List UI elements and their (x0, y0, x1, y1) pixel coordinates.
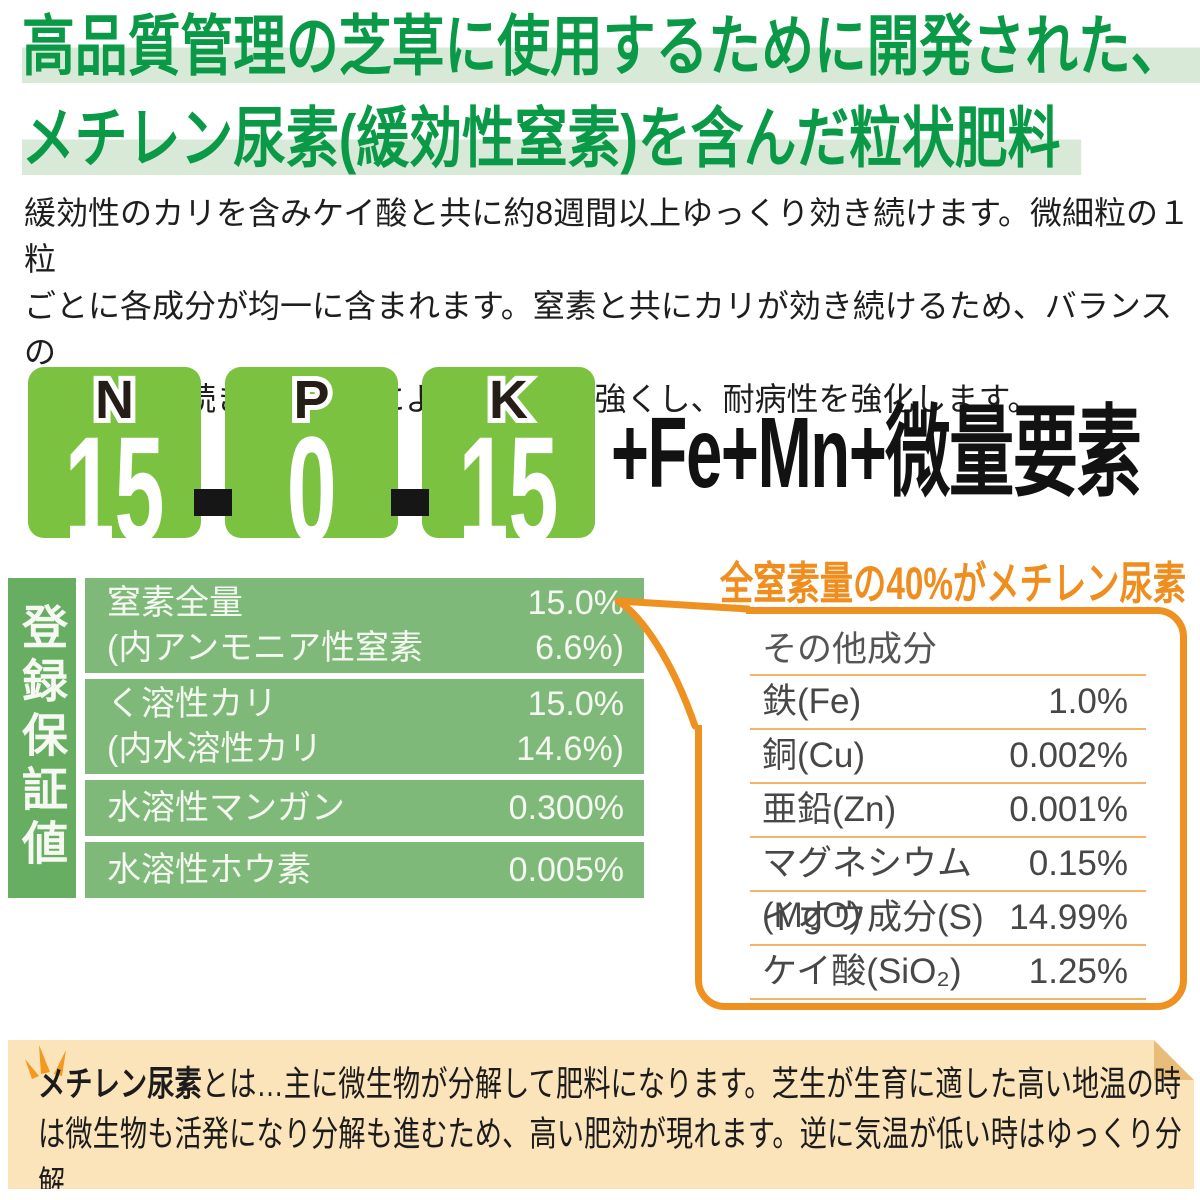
npk-dash (391, 489, 429, 516)
row-value: 15.0% (527, 684, 624, 723)
list-item: イオウ成分(S) 14.99% (750, 892, 1146, 946)
table-row: 窒素全量 15.0% (内アンモニア性窒素 6.6%) (85, 578, 644, 673)
other-components-title: その他成分 (750, 626, 1146, 676)
headline-line-2: メチレン尿素(緩効性窒素)を含んだ粒状肥料 (22, 96, 1082, 180)
npk-value-k: 15 (458, 405, 559, 574)
row-label: 水溶性ホウ素 (107, 851, 311, 889)
npk-trace-elements: +Fe+Mn+微量要素 (611, 397, 1142, 509)
list-item: 鉄(Fe) 1.0% (750, 676, 1146, 730)
npk-letter-k: K (489, 370, 528, 431)
npk-box-p: P 0 (225, 367, 398, 564)
methylene-caption: 全窒素量の40%がメチレン尿素 (719, 558, 1186, 609)
row-value: 0.300% (508, 789, 624, 827)
component-value: 14.99% (1009, 898, 1128, 937)
component-value: 0.001% (1009, 790, 1128, 829)
row-label: (内水溶性カリ (107, 729, 323, 768)
row-label: 水溶性マンガン (107, 789, 345, 827)
list-item: 銅(Cu) 0.002% (750, 730, 1146, 784)
npk-dash (194, 489, 232, 516)
headline-line-1: 高品質管理の芝草に使用するために開発された、 (22, 4, 1200, 88)
row-label: 窒素全量 (107, 583, 243, 622)
component-value: 0.002% (1009, 736, 1128, 775)
headline-line-2-text: メチレン尿素(緩効性窒素)を含んだ粒状肥料 (22, 101, 1082, 175)
sparkle-icon (24, 1045, 70, 1081)
component-label: イオウ成分(S) (762, 898, 984, 937)
guarantee-table: 登録保証値 窒素全量 15.0% (内アンモニア性窒素 6.6%) く溶性カリ … (8, 578, 644, 898)
footer-note: メチレン尿素とは…主に微生物が分解して肥料になります。芝生が生育に適した高い地温… (8, 1040, 1194, 1189)
row-value: 0.005% (508, 851, 624, 889)
row-label: (内アンモニア性窒素 (107, 628, 423, 667)
row-value: 15.0% (527, 583, 624, 622)
table-row: 水溶性マンガン 0.300% (85, 780, 644, 836)
guarantee-rows: 窒素全量 15.0% (内アンモニア性窒素 6.6%) く溶性カリ 15.0% … (85, 578, 644, 898)
headline-line-1-text: 高品質管理の芝草に使用するために開発された、 (22, 9, 1200, 83)
other-components-bubble: その他成分 鉄(Fe) 1.0% 銅(Cu) 0.002% 亜鉛(Zn) 0.0… (695, 607, 1187, 1010)
npk-letter-p: P (293, 370, 329, 431)
component-label: 亜鉛(Zn) (762, 790, 897, 829)
npk-value-n: 15 (64, 405, 165, 574)
row-value: 14.6%) (516, 729, 624, 768)
list-item: 亜鉛(Zn) 0.001% (750, 784, 1146, 838)
npk-box-k: K 15 (422, 367, 595, 564)
npk-panel: N 15 P 0 K 15 +Fe+Mn+微量要素 (28, 367, 1200, 564)
npk-box-n: N 15 (28, 367, 201, 564)
list-item: ケイ酸(SiO₂) 1.25% (750, 946, 1146, 1000)
component-value: 1.25% (1028, 952, 1128, 991)
component-label: 銅(Cu) (762, 736, 866, 775)
footer-body: とは…主に微生物が分解して肥料になります。芝生が生育に適した高い地温の時 は微生… (38, 1065, 1182, 1200)
row-value: 6.6%) (535, 628, 624, 667)
component-value: 1.0% (1048, 682, 1128, 721)
component-label: マグネシウム(MgO) (762, 844, 973, 935)
table-row: く溶性カリ 15.0% (内水溶性カリ 14.6%) (85, 679, 644, 774)
component-label: 鉄(Fe) (762, 682, 862, 721)
row-label: く溶性カリ (107, 684, 277, 723)
guarantee-side-label: 登録保証値 (8, 578, 76, 898)
component-value: 0.15% (1028, 844, 1128, 883)
npk-letter-n: N (95, 370, 134, 431)
footer-text: メチレン尿素とは…主に微生物が分解して肥料になります。芝生が生育に適した高い地温… (38, 1060, 1185, 1200)
npk-value-p: 0 (286, 405, 337, 574)
component-label: ケイ酸(SiO₂) (762, 952, 962, 991)
table-row: 水溶性ホウ素 0.005% (85, 842, 644, 898)
footer-bold-lead: メチレン尿素 (38, 1065, 202, 1104)
list-item: マグネシウム(MgO) 0.15% (750, 838, 1146, 935)
